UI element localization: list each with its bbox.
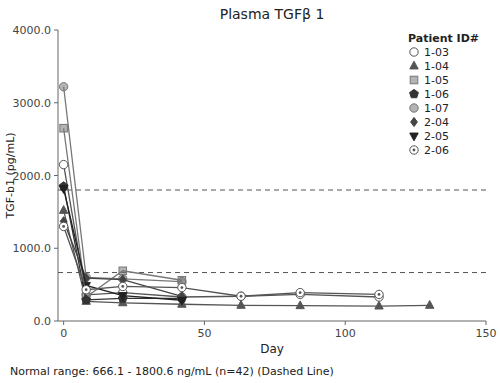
data-point	[59, 83, 67, 91]
data-point	[119, 267, 127, 275]
series-line	[64, 226, 379, 296]
legend-marker	[410, 76, 418, 84]
series-line	[64, 189, 182, 301]
legend-label: 1-03	[424, 46, 449, 59]
y-tick-label: 2000.0	[13, 170, 52, 183]
x-tick-label: 0	[60, 327, 67, 340]
x-tick	[486, 321, 487, 325]
data-point	[296, 288, 304, 296]
x-tick-label: 100	[335, 327, 356, 340]
legend-label: 2-05	[424, 130, 449, 143]
y-tick-label: 3000.0	[13, 97, 52, 110]
legend: Patient ID#1-031-041-051-061-072-042-052…	[408, 32, 479, 157]
data-point	[119, 282, 127, 290]
y-tick-label: 4000.0	[13, 24, 52, 37]
legend-label: 1-04	[424, 60, 449, 73]
series-line	[64, 221, 182, 296]
background	[0, 0, 500, 383]
legend-marker	[410, 48, 418, 56]
y-tick-label: 1000.0	[13, 242, 52, 255]
data-point	[237, 301, 245, 309]
legend-marker	[411, 117, 418, 126]
x-axis-label: Day	[260, 342, 284, 356]
series-line	[64, 87, 182, 282]
data-point	[237, 292, 245, 300]
series-line	[64, 186, 182, 299]
legend-marker	[410, 146, 418, 154]
data-point	[119, 293, 127, 301]
legend-marker	[410, 133, 418, 141]
data-point	[178, 297, 186, 305]
legend-label: 2-06	[424, 144, 449, 157]
x-tick	[345, 321, 346, 325]
x-tick-label: 150	[476, 327, 497, 340]
data-point	[296, 301, 304, 309]
legend-label: 1-05	[424, 74, 449, 87]
data-point	[59, 206, 67, 214]
y-tick	[54, 175, 58, 176]
data-point	[59, 186, 67, 194]
plot-area	[58, 83, 486, 309]
legend-marker	[410, 89, 419, 97]
y-tick	[54, 248, 58, 249]
data-point	[59, 222, 67, 230]
series-line	[64, 165, 379, 297]
y-tick	[54, 102, 58, 103]
legend-label: 1-06	[424, 88, 449, 101]
x-axis-line	[58, 321, 486, 322]
chart: Plasma TGFβ 1 0 50 100 150 0.0 1000.0 2000.0 300…	[0, 0, 500, 383]
footnote: Normal range: 666.1 - 1800.6 ng/mL (n=42…	[10, 365, 334, 378]
legend-marker	[410, 104, 418, 112]
legend-marker	[410, 61, 418, 69]
x-tick	[63, 321, 64, 325]
legend-title: Patient ID#	[408, 32, 479, 45]
legend-label: 1-07	[424, 102, 449, 115]
series-line	[64, 210, 430, 306]
series-line	[64, 128, 182, 297]
x-tick	[204, 321, 205, 325]
data-point	[82, 286, 90, 294]
data-point	[375, 301, 383, 309]
data-point	[237, 292, 245, 300]
y-tick	[54, 30, 58, 31]
y-tick-label: 0.0	[34, 315, 52, 328]
y-tick	[54, 321, 58, 322]
data-point	[178, 283, 186, 291]
legend-label: 2-04	[424, 116, 449, 129]
reference-line	[58, 190, 486, 191]
data-point	[375, 290, 383, 298]
data-point	[60, 124, 68, 132]
y-axis-label: TGF-b1 (pg/mL)	[4, 132, 17, 219]
axes: 0 50 100 150 0.0 1000.0 2000.0 3000.0 4000.0	[13, 24, 497, 340]
x-tick-label: 50	[197, 327, 211, 340]
data-point	[425, 301, 433, 309]
data-point	[82, 295, 91, 303]
title: Plasma TGFβ 1	[220, 6, 325, 22]
data-point	[59, 160, 67, 168]
